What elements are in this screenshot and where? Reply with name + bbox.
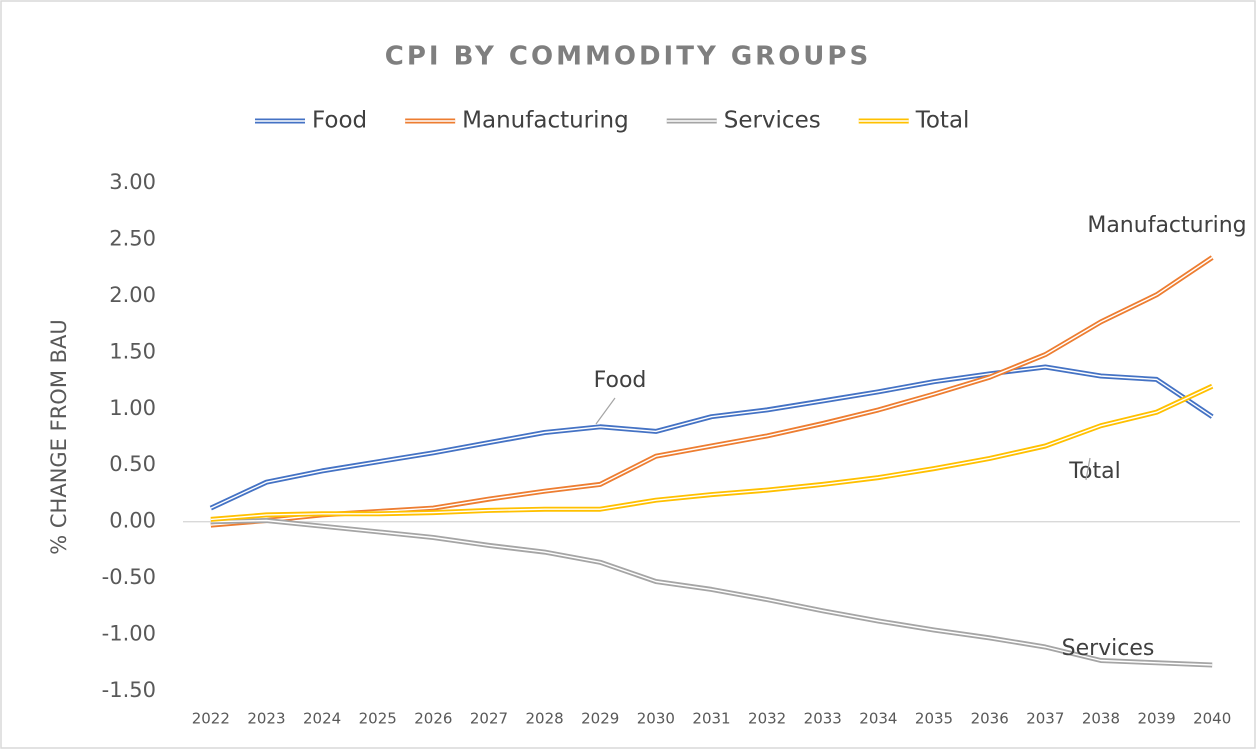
y-tick-label: -1.00 — [102, 622, 156, 646]
x-tick-label: 2034 — [859, 710, 897, 728]
y-tick-label: 1.00 — [109, 396, 156, 420]
x-tick-label: 2033 — [804, 710, 842, 728]
x-tick-label: 2039 — [1137, 710, 1175, 728]
x-tick-label: 2038 — [1082, 710, 1120, 728]
legend-label: Total — [915, 108, 970, 134]
y-tick-label: 3.00 — [109, 170, 156, 194]
x-tick-label: 2025 — [359, 710, 397, 728]
chart-title: CPI BY COMMODITY GROUPS — [385, 42, 871, 72]
x-tick-label: 2028 — [526, 710, 564, 728]
y-axis-label: % CHANGE FROM BAU — [47, 319, 71, 555]
x-tick-label: 2024 — [303, 710, 341, 728]
series-line-inner — [210, 385, 1213, 521]
annotation: Services — [1062, 636, 1155, 661]
legend-label: Food — [312, 108, 367, 134]
x-tick-label: 2031 — [692, 710, 730, 728]
y-tick-label: 0.00 — [109, 509, 156, 533]
annotation: Manufacturing — [1087, 213, 1246, 238]
x-tick-label: 2030 — [637, 710, 675, 728]
annotation-leader — [1085, 457, 1091, 481]
annotation-leader — [595, 397, 616, 425]
x-tick-label: 2023 — [247, 710, 285, 728]
y-tick-label: -1.50 — [102, 678, 156, 702]
x-tick-label: 2037 — [1026, 710, 1064, 728]
y-tick-label: 0.50 — [109, 452, 156, 476]
legend-label: Services — [724, 108, 821, 134]
x-tick-label: 2036 — [971, 710, 1009, 728]
y-tick-label: -0.50 — [102, 565, 156, 589]
annotation: Food — [594, 368, 647, 393]
x-tick-label: 2040 — [1193, 710, 1231, 728]
legend-label: Manufacturing — [462, 108, 629, 134]
x-tick-label: 2032 — [748, 710, 786, 728]
series-line-inner — [210, 366, 1213, 509]
x-tick-label: 2029 — [581, 710, 619, 728]
y-tick-label: 2.00 — [109, 283, 156, 307]
x-tick-label: 2022 — [192, 710, 230, 728]
x-tick-label: 2027 — [470, 710, 508, 728]
x-tick-label: 2026 — [414, 710, 452, 728]
x-tick-label: 2035 — [915, 710, 953, 728]
y-tick-label: 1.50 — [109, 339, 156, 363]
series-line-inner — [210, 519, 1213, 666]
y-tick-label: 2.50 — [109, 226, 156, 250]
annotation: Total — [1068, 459, 1120, 484]
